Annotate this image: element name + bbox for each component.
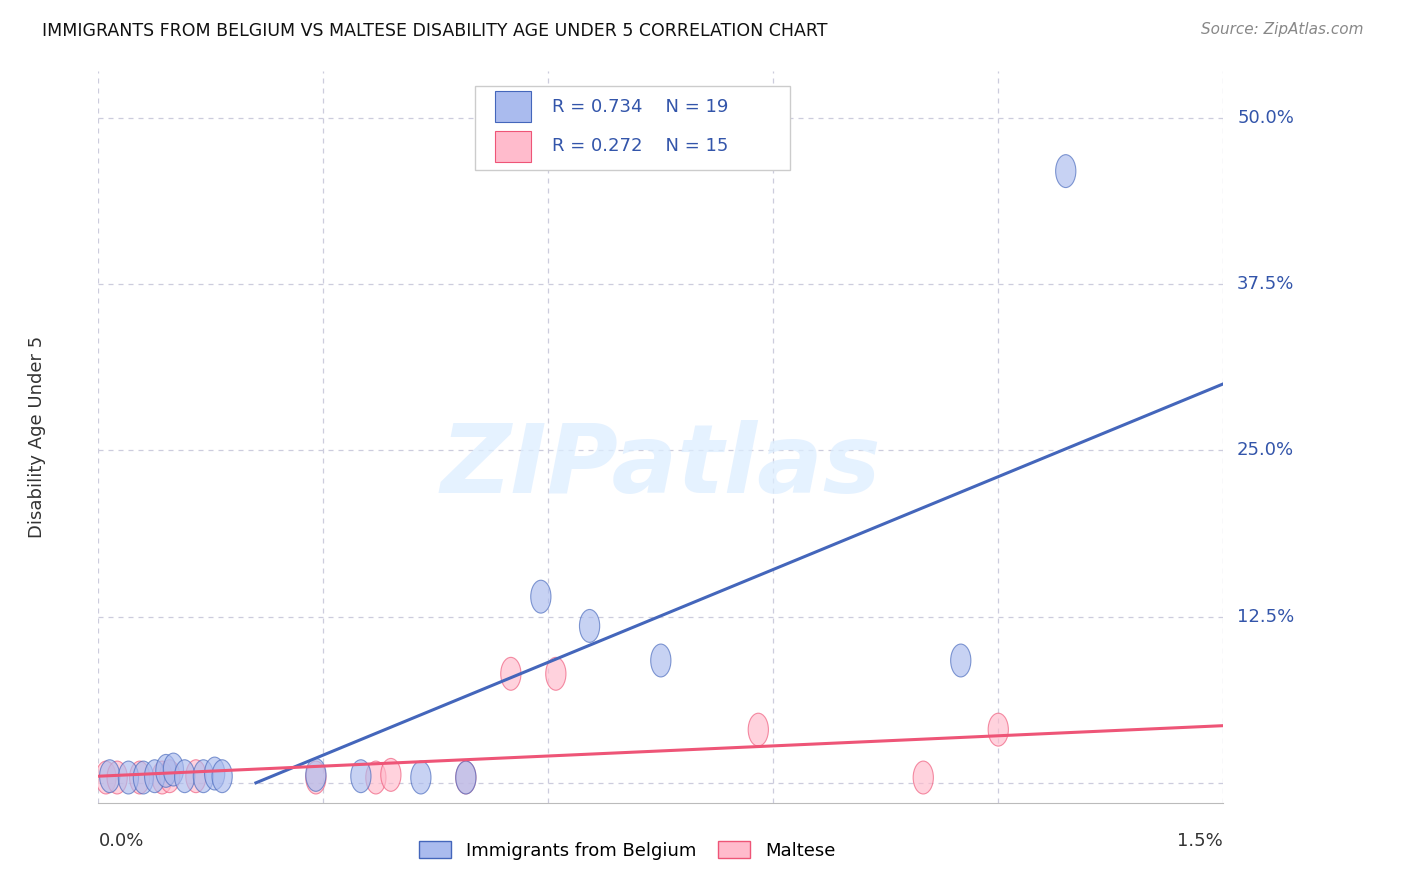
Ellipse shape	[156, 755, 176, 788]
Bar	[495, 131, 531, 161]
Text: R = 0.272    N = 15: R = 0.272 N = 15	[551, 137, 728, 155]
Ellipse shape	[651, 644, 671, 677]
Ellipse shape	[193, 760, 214, 793]
Ellipse shape	[204, 757, 225, 790]
Ellipse shape	[174, 760, 195, 793]
Ellipse shape	[988, 714, 1008, 746]
Ellipse shape	[350, 760, 371, 793]
Text: Disability Age Under 5: Disability Age Under 5	[28, 336, 45, 538]
Ellipse shape	[186, 760, 207, 793]
Ellipse shape	[411, 761, 432, 794]
Ellipse shape	[501, 657, 522, 690]
Text: R = 0.734    N = 19: R = 0.734 N = 19	[551, 98, 728, 116]
Text: IMMIGRANTS FROM BELGIUM VS MALTESE DISABILITY AGE UNDER 5 CORRELATION CHART: IMMIGRANTS FROM BELGIUM VS MALTESE DISAB…	[42, 22, 828, 40]
Ellipse shape	[163, 753, 184, 786]
Ellipse shape	[152, 761, 173, 794]
Ellipse shape	[579, 609, 600, 642]
Ellipse shape	[912, 761, 934, 794]
Ellipse shape	[456, 761, 477, 794]
Text: 25.0%: 25.0%	[1237, 442, 1295, 459]
Text: Source: ZipAtlas.com: Source: ZipAtlas.com	[1201, 22, 1364, 37]
Bar	[495, 92, 531, 122]
Ellipse shape	[305, 758, 326, 791]
Ellipse shape	[530, 580, 551, 613]
Ellipse shape	[950, 644, 972, 677]
Ellipse shape	[366, 761, 387, 794]
Ellipse shape	[100, 760, 120, 793]
Ellipse shape	[1056, 154, 1076, 187]
Ellipse shape	[305, 761, 326, 794]
Ellipse shape	[381, 758, 401, 791]
Ellipse shape	[134, 761, 153, 794]
Text: ZIPatlas: ZIPatlas	[440, 420, 882, 513]
Ellipse shape	[129, 761, 150, 794]
Ellipse shape	[159, 760, 180, 793]
Text: 50.0%: 50.0%	[1237, 109, 1294, 127]
Ellipse shape	[145, 760, 165, 793]
Legend: Immigrants from Belgium, Maltese: Immigrants from Belgium, Maltese	[412, 834, 842, 867]
Ellipse shape	[456, 761, 477, 794]
Text: 0.0%: 0.0%	[98, 832, 143, 850]
Ellipse shape	[546, 657, 567, 690]
Ellipse shape	[96, 761, 117, 794]
FancyBboxPatch shape	[475, 86, 790, 170]
Text: 37.5%: 37.5%	[1237, 275, 1295, 293]
Text: 12.5%: 12.5%	[1237, 607, 1295, 625]
Ellipse shape	[107, 761, 128, 794]
Ellipse shape	[748, 714, 769, 746]
Text: 1.5%: 1.5%	[1177, 832, 1223, 850]
Ellipse shape	[118, 761, 139, 794]
Ellipse shape	[212, 760, 232, 793]
